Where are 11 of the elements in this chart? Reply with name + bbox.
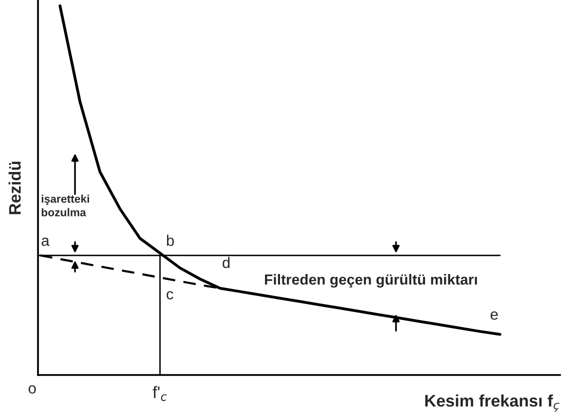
- y-axis-title: Rezidü: [8, 162, 21, 214]
- annotation: e: [490, 311, 498, 320]
- annotation: a: [42, 238, 50, 246]
- annotation: Filtreden geçen gürültü miktarı: [264, 274, 477, 288]
- annotation: d: [222, 256, 230, 268]
- annotation: c: [166, 291, 174, 300]
- text: o: [28, 385, 36, 394]
- x-axis-title: Kesim frekansı f$_{ç}$: [425, 394, 560, 412]
- annotation: işaretteki bozulma: [42, 194, 90, 216]
- text: f'$_{c}$: [152, 386, 167, 401]
- annotation: b: [166, 234, 174, 246]
